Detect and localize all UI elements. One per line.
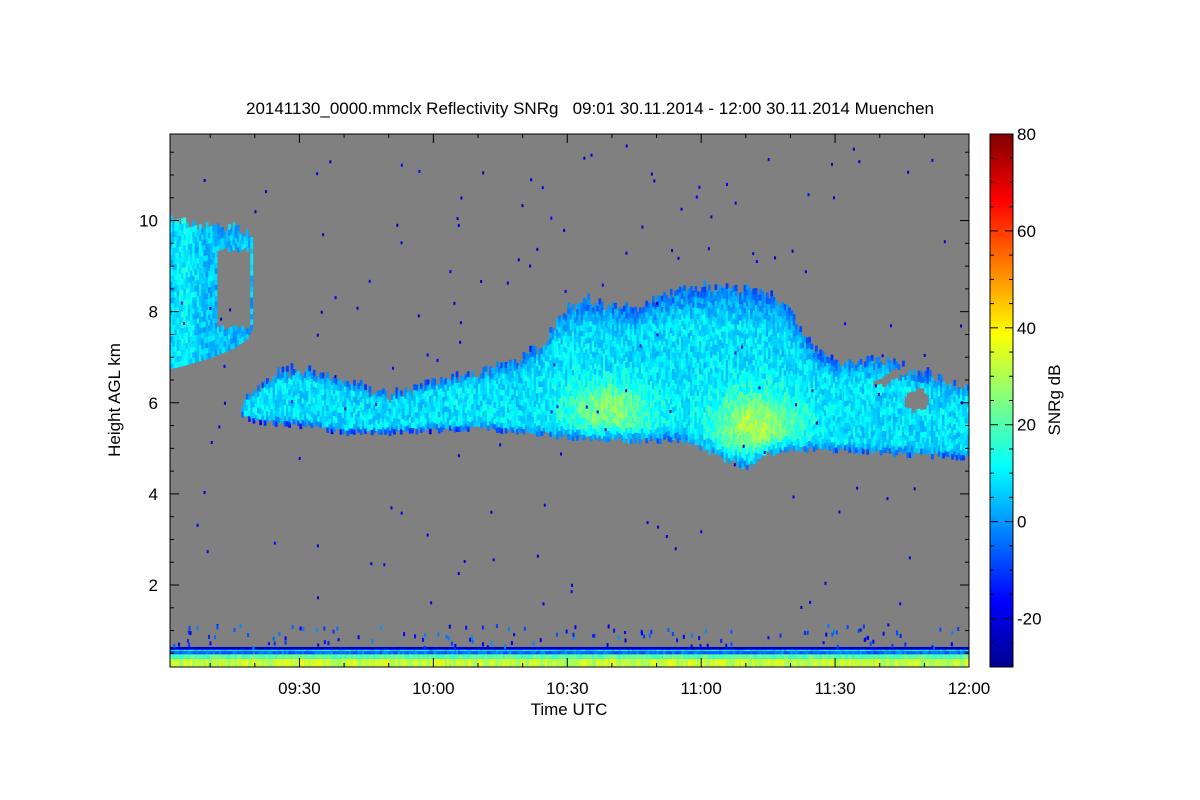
x-axis-label: Time UTC bbox=[531, 700, 608, 719]
colorbar-tick-label: 60 bbox=[1017, 222, 1036, 241]
x-axis: 09:30 10:00 10:30 11:00 11:30 12:00 bbox=[209, 134, 991, 698]
x-tick-label: 11:30 bbox=[814, 679, 855, 698]
y-axis-label: Height AGL km bbox=[105, 343, 124, 457]
y-tick-label: 4 bbox=[149, 485, 158, 504]
colorbar-tick-label: 20 bbox=[1017, 416, 1036, 435]
radar-echo-layer bbox=[170, 144, 969, 667]
colorbar-tick-label: 40 bbox=[1017, 319, 1036, 338]
y-tick-label: 8 bbox=[149, 303, 158, 322]
colorbar-tick-label: -20 bbox=[1017, 610, 1042, 629]
colorbar-tick-label: 80 bbox=[1017, 125, 1036, 144]
y-tick-label: 6 bbox=[149, 394, 158, 413]
y-tick-label: 2 bbox=[149, 576, 158, 595]
chart-title: 20141130_0000.mmclx Reflectivity SNRg 09… bbox=[245, 99, 934, 118]
x-tick-label: 11:00 bbox=[681, 679, 722, 698]
x-tick-label: 10:00 bbox=[412, 679, 455, 698]
x-tick-label: 12:00 bbox=[948, 679, 991, 698]
x-tick-label: 09:30 bbox=[278, 679, 321, 698]
x-tick-label: 10:30 bbox=[546, 679, 589, 698]
colorbar-label: SNRg dB bbox=[1045, 365, 1064, 436]
y-tick-label: 10 bbox=[139, 212, 158, 231]
plot-frame bbox=[169, 133, 970, 668]
y-axis: 2 4 6 8 10 bbox=[139, 151, 969, 654]
colorbar-tick-label: 0 bbox=[1017, 513, 1026, 532]
colorbar-axis: -20 0 20 40 60 80 bbox=[990, 125, 1042, 644]
